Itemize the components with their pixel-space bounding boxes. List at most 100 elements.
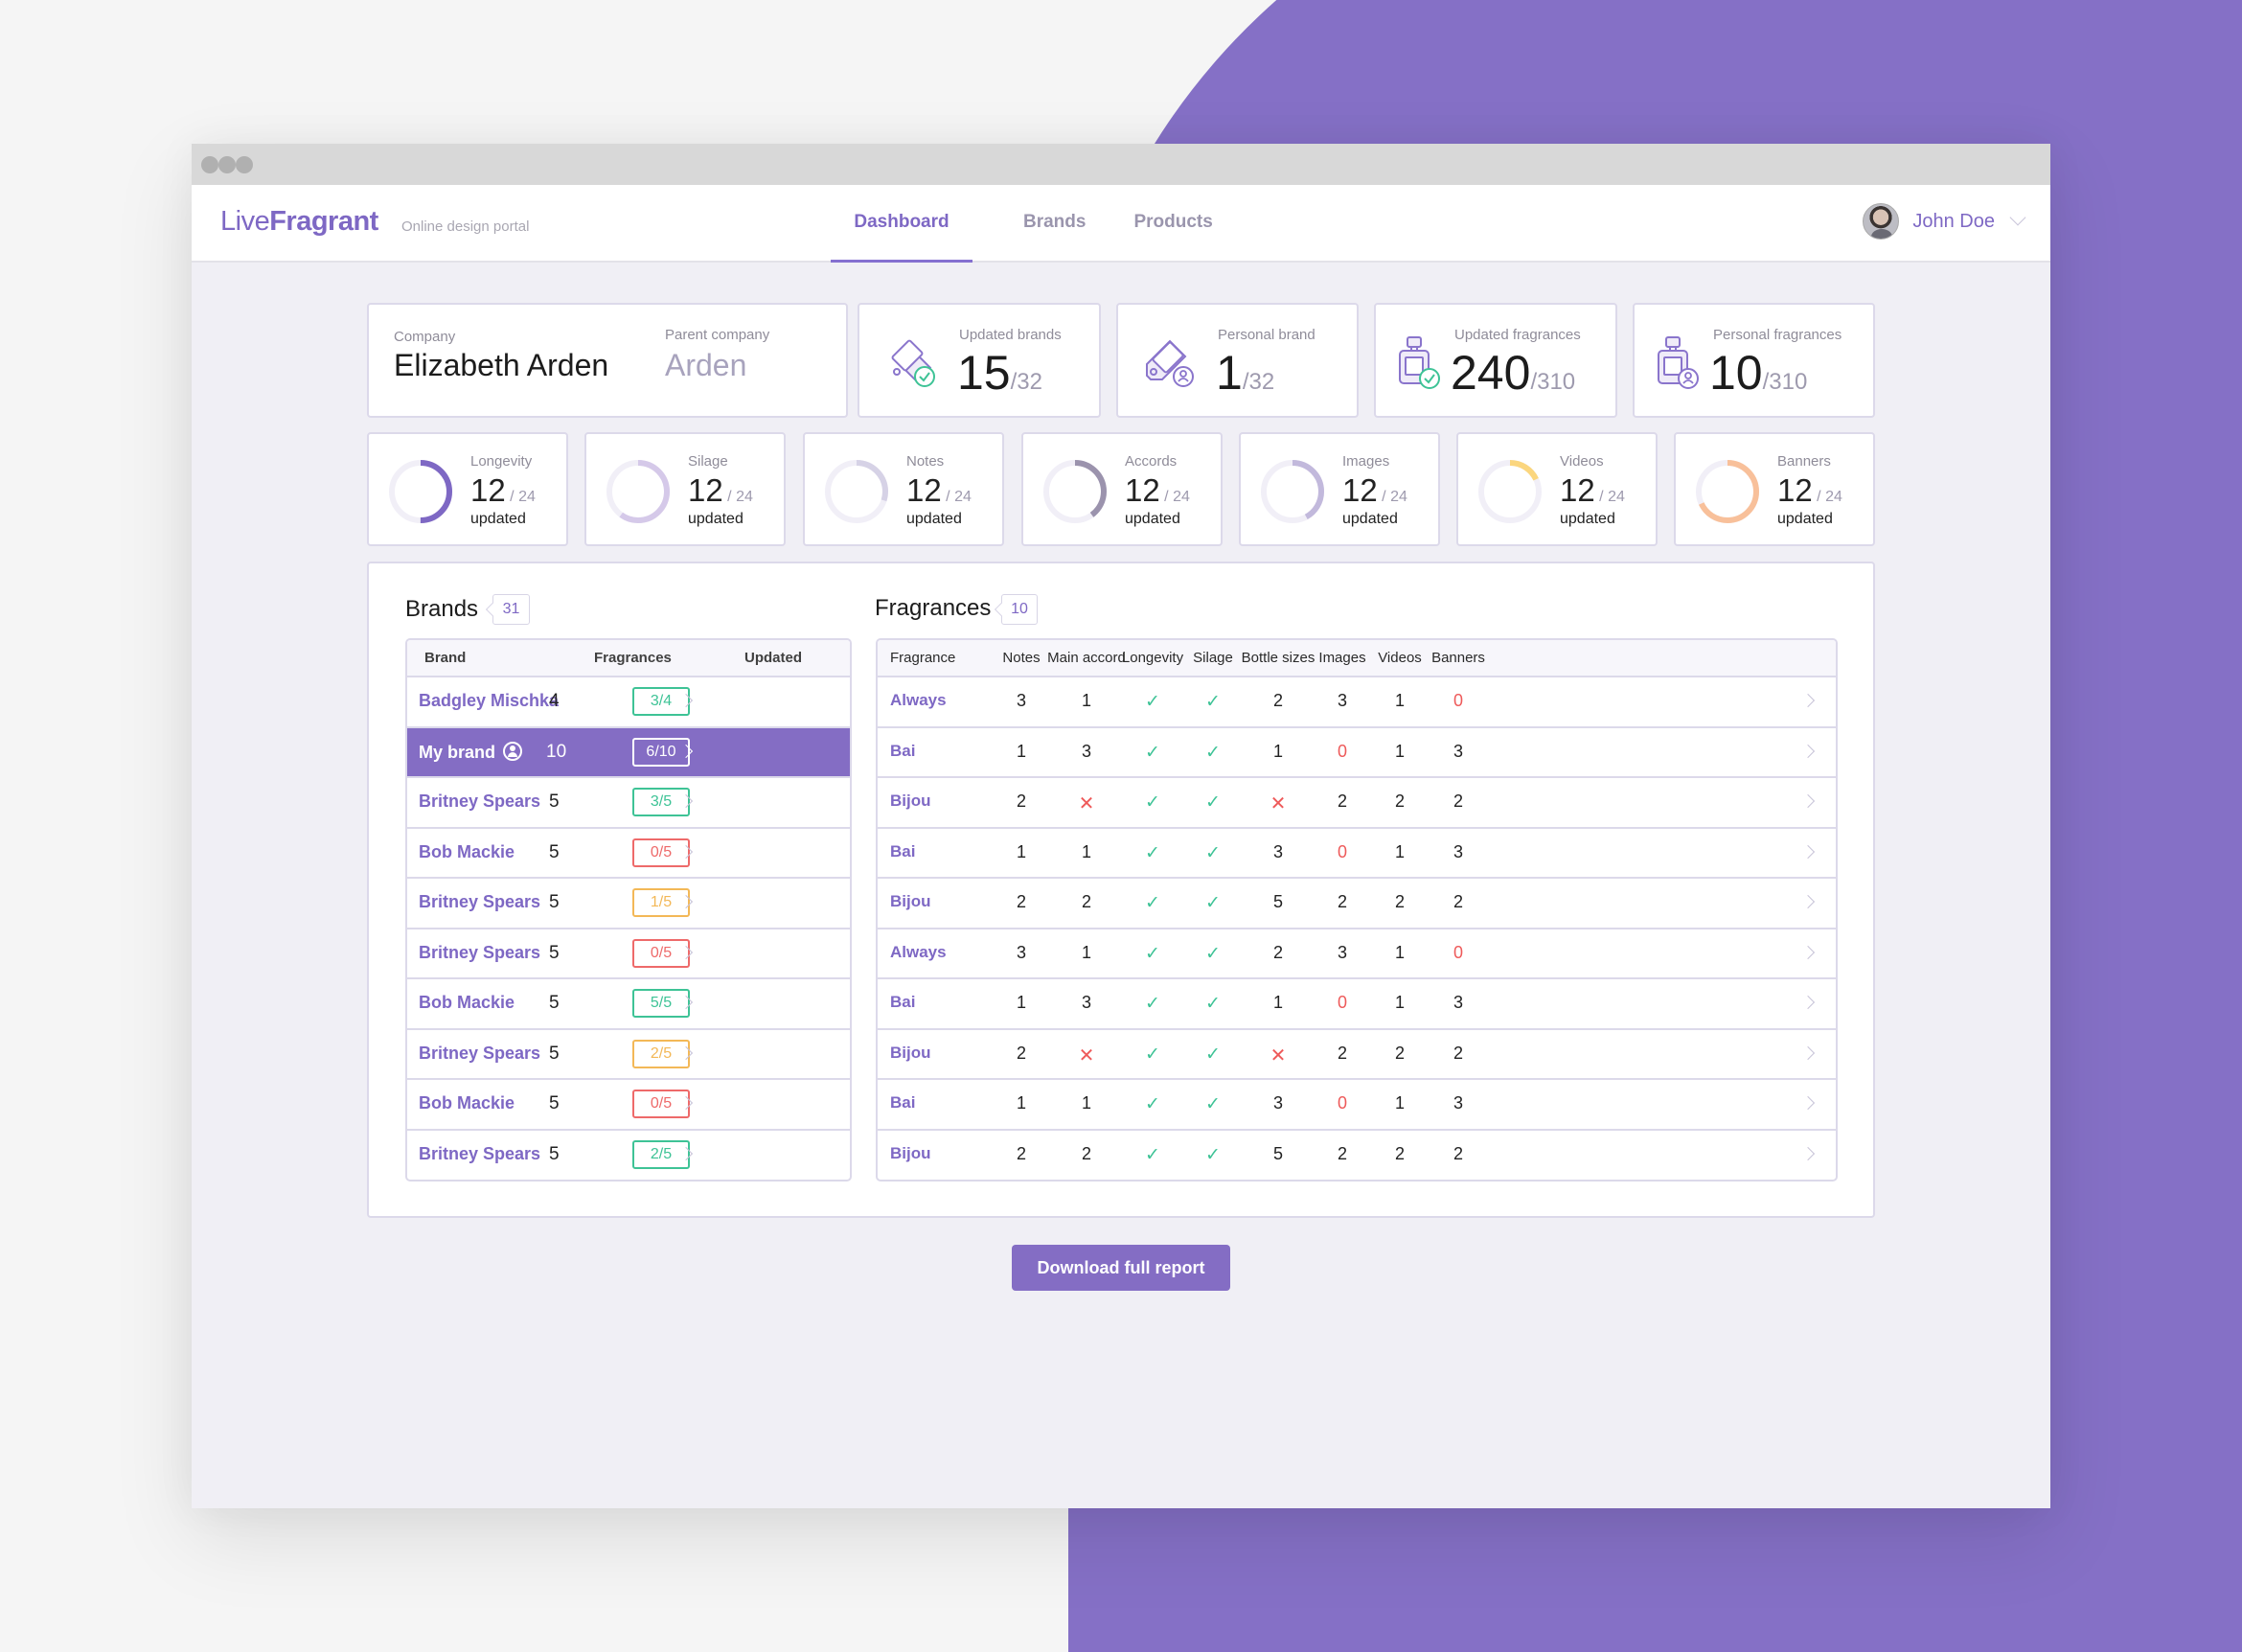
fragrance-name[interactable]: Bai <box>890 1093 916 1112</box>
metric-card-longevity[interactable]: Longevity 12 / 24 updated <box>367 432 568 546</box>
table-row[interactable]: Bijou 2 2 ✓ ✓ 5 2 2 2 <box>878 879 1836 929</box>
brand-name[interactable]: Badgley Mischka <box>419 691 560 710</box>
metric-value: 12 / 24 <box>1342 472 1407 508</box>
chevron-right-icon[interactable] <box>1800 744 1816 758</box>
fragrance-name[interactable]: Always <box>890 942 947 961</box>
col-bottle-sizes[interactable]: Bottle sizes <box>1241 650 1315 666</box>
check-icon: ✓ <box>1205 692 1221 712</box>
chevron-right-icon[interactable] <box>1800 844 1816 859</box>
table-row[interactable]: Bai 1 1 ✓ ✓ 3 0 1 3 <box>878 829 1836 879</box>
metric-card-accords[interactable]: Accords 12 / 24 updated <box>1021 432 1223 546</box>
col-longevity[interactable]: Longevity <box>1121 650 1184 666</box>
fragrance-name[interactable]: Bai <box>890 741 916 760</box>
col-videos[interactable]: Videos <box>1378 650 1422 666</box>
window-close-dot[interactable] <box>201 156 218 173</box>
cell-images: 0 <box>1337 993 1347 1012</box>
brand-name[interactable]: Britney Spears <box>419 792 541 811</box>
col-main-accord[interactable]: Main accord <box>1047 650 1126 666</box>
check-icon: ✓ <box>1145 692 1160 712</box>
fragrance-name[interactable]: Bijou <box>890 892 931 910</box>
metric-card-silage[interactable]: Silage 12 / 24 updated <box>584 432 786 546</box>
brand-name[interactable]: Britney Spears <box>419 1143 541 1163</box>
table-row[interactable]: Always 3 1 ✓ ✓ 2 3 1 0 <box>878 677 1836 728</box>
fragrance-name[interactable]: Bai <box>890 993 916 1011</box>
table-row[interactable]: Britney Spears 5 1/5 <box>407 879 850 929</box>
fragrance-name[interactable]: Bai <box>890 841 916 860</box>
stat-label: Updated fragrances <box>1454 327 1581 343</box>
chevron-right-icon[interactable] <box>1800 894 1816 909</box>
metric-card-images[interactable]: Images 12 / 24 updated <box>1239 432 1440 546</box>
cross-icon: ✕ <box>1078 1044 1095 1067</box>
cell-bottle: 2 <box>1272 691 1283 710</box>
table-row[interactable]: Bai 1 3 ✓ ✓ 1 0 1 3 <box>878 728 1836 778</box>
brand-name[interactable]: Britney Spears <box>419 1043 541 1063</box>
table-row[interactable]: Bob Mackie 5 0/5 <box>407 1080 850 1131</box>
metric-card-banners[interactable]: Banners 12 / 24 updated <box>1674 432 1875 546</box>
chevron-down-icon[interactable] <box>2009 209 2026 226</box>
fragrance-name[interactable]: Bijou <box>890 1043 931 1062</box>
user-name[interactable]: John Doe <box>1912 210 1995 232</box>
cell-banners: 0 <box>1453 691 1463 710</box>
brand-name[interactable]: Britney Spears <box>419 892 541 911</box>
cell-videos: 2 <box>1394 892 1405 911</box>
table-row[interactable]: Bai 1 3 ✓ ✓ 1 0 1 3 <box>878 979 1836 1030</box>
cell-videos: 1 <box>1394 841 1405 861</box>
col-updated[interactable]: Updated <box>744 650 802 666</box>
stat-value: 1/32 <box>1216 346 1275 400</box>
progress-ring-icon <box>1043 460 1107 523</box>
window-minimize-dot[interactable] <box>218 156 236 173</box>
col-fragrance[interactable]: Fragrance <box>890 650 956 666</box>
progress-ring-icon <box>389 460 452 523</box>
app-logo[interactable]: LiveFragrant <box>220 206 378 238</box>
fragrance-name[interactable]: Always <box>890 691 947 709</box>
brand-name[interactable]: Bob Mackie <box>419 993 515 1012</box>
col-images[interactable]: Images <box>1318 650 1366 666</box>
table-row[interactable]: Badgley Mischka 4 3/4 <box>407 677 850 728</box>
download-report-button[interactable]: Download full report <box>1012 1245 1230 1291</box>
table-row[interactable]: Bijou 2 ✕ ✓ ✓ ✕ 2 2 2 <box>878 778 1836 829</box>
table-row[interactable]: Britney Spears 5 2/5 <box>407 1131 850 1181</box>
tab-dashboard[interactable]: Dashboard <box>831 185 972 263</box>
brand-name[interactable]: My brand <box>419 741 523 763</box>
brand-name[interactable]: Britney Spears <box>419 942 541 962</box>
table-row[interactable]: Always 3 1 ✓ ✓ 2 3 1 0 <box>878 929 1836 979</box>
brand-name[interactable]: Bob Mackie <box>419 841 515 861</box>
col-fragrances[interactable]: Fragrances <box>594 650 672 666</box>
cell-videos: 1 <box>1394 942 1405 962</box>
user-menu[interactable]: John Doe <box>1863 203 2026 240</box>
chevron-right-icon[interactable] <box>1800 693 1816 708</box>
avatar[interactable] <box>1863 203 1900 240</box>
fragrance-name[interactable]: Bijou <box>890 1143 931 1162</box>
table-row[interactable]: Bijou 2 2 ✓ ✓ 5 2 2 2 <box>878 1131 1836 1181</box>
check-icon: ✓ <box>1205 893 1221 913</box>
metric-card-notes[interactable]: Notes 12 / 24 updated <box>803 432 1004 546</box>
cell-bottle: 1 <box>1272 741 1283 761</box>
table-row[interactable]: Bob Mackie 5 0/5 <box>407 829 850 879</box>
chevron-right-icon[interactable] <box>1800 793 1816 809</box>
window-maximize-dot[interactable] <box>236 156 253 173</box>
col-silage[interactable]: Silage <box>1193 650 1233 666</box>
tab-brands[interactable]: Brands <box>1023 212 1087 232</box>
updated-badge: 0/5 <box>632 938 690 968</box>
brand-name[interactable]: Bob Mackie <box>419 1093 515 1113</box>
table-row[interactable]: Britney Spears 5 3/5 <box>407 778 850 829</box>
col-notes[interactable]: Notes <box>1002 650 1041 666</box>
metric-card-videos[interactable]: Videos 12 / 24 updated <box>1456 432 1658 546</box>
parent-company-name[interactable]: Arden <box>665 348 747 382</box>
table-row[interactable]: My brand 10 6/10 <box>407 727 850 778</box>
chevron-right-icon[interactable] <box>1800 1045 1816 1060</box>
table-row[interactable]: Bijou 2 ✕ ✓ ✓ ✕ 2 2 2 <box>878 1030 1836 1080</box>
table-row[interactable]: Britney Spears 5 0/5 <box>407 929 850 979</box>
chevron-right-icon[interactable] <box>1800 945 1816 959</box>
table-row[interactable]: Bob Mackie 5 5/5 <box>407 979 850 1030</box>
col-brand[interactable]: Brand <box>424 650 467 666</box>
cell-videos: 1 <box>1394 993 1405 1012</box>
tab-products[interactable]: Products <box>1133 212 1213 232</box>
chevron-right-icon[interactable] <box>1800 1095 1816 1111</box>
table-row[interactable]: Britney Spears 5 2/5 <box>407 1030 850 1080</box>
chevron-right-icon[interactable] <box>1800 995 1816 1010</box>
chevron-right-icon[interactable] <box>1800 1146 1816 1160</box>
table-row[interactable]: Bai 1 1 ✓ ✓ 3 0 1 3 <box>878 1080 1836 1131</box>
col-banners[interactable]: Banners <box>1431 650 1485 666</box>
fragrance-name[interactable]: Bijou <box>890 792 931 810</box>
